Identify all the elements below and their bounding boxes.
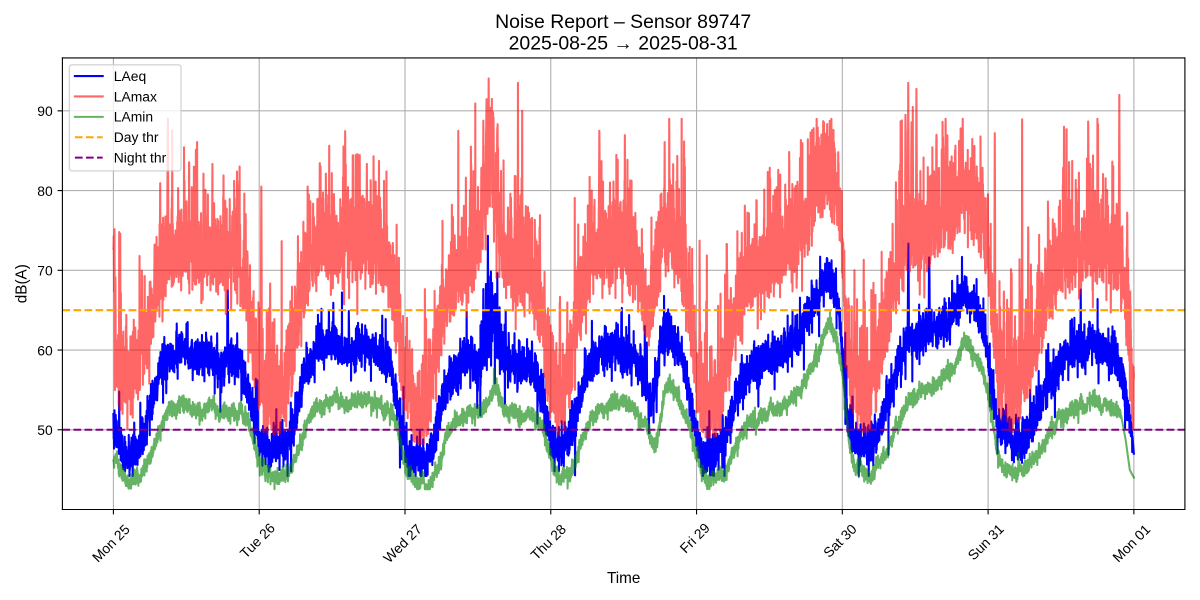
- svg-text:Day thr: Day thr: [114, 129, 159, 145]
- svg-text:LAmax: LAmax: [114, 88, 157, 104]
- svg-text:Time: Time: [607, 570, 640, 587]
- svg-text:Night thr: Night thr: [114, 150, 167, 166]
- svg-text:LAmin: LAmin: [114, 109, 153, 125]
- svg-text:Noise Report – Sensor 89747: Noise Report – Sensor 89747: [495, 11, 751, 33]
- svg-text:70: 70: [37, 263, 53, 279]
- svg-text:90: 90: [37, 103, 53, 119]
- svg-text:LAeq: LAeq: [114, 68, 146, 84]
- svg-text:dB(A): dB(A): [13, 264, 30, 303]
- svg-text:80: 80: [37, 183, 53, 199]
- svg-text:2025-08-25 → 2025-08-31: 2025-08-25 → 2025-08-31: [509, 33, 738, 55]
- svg-text:50: 50: [37, 422, 53, 438]
- svg-text:60: 60: [37, 342, 53, 358]
